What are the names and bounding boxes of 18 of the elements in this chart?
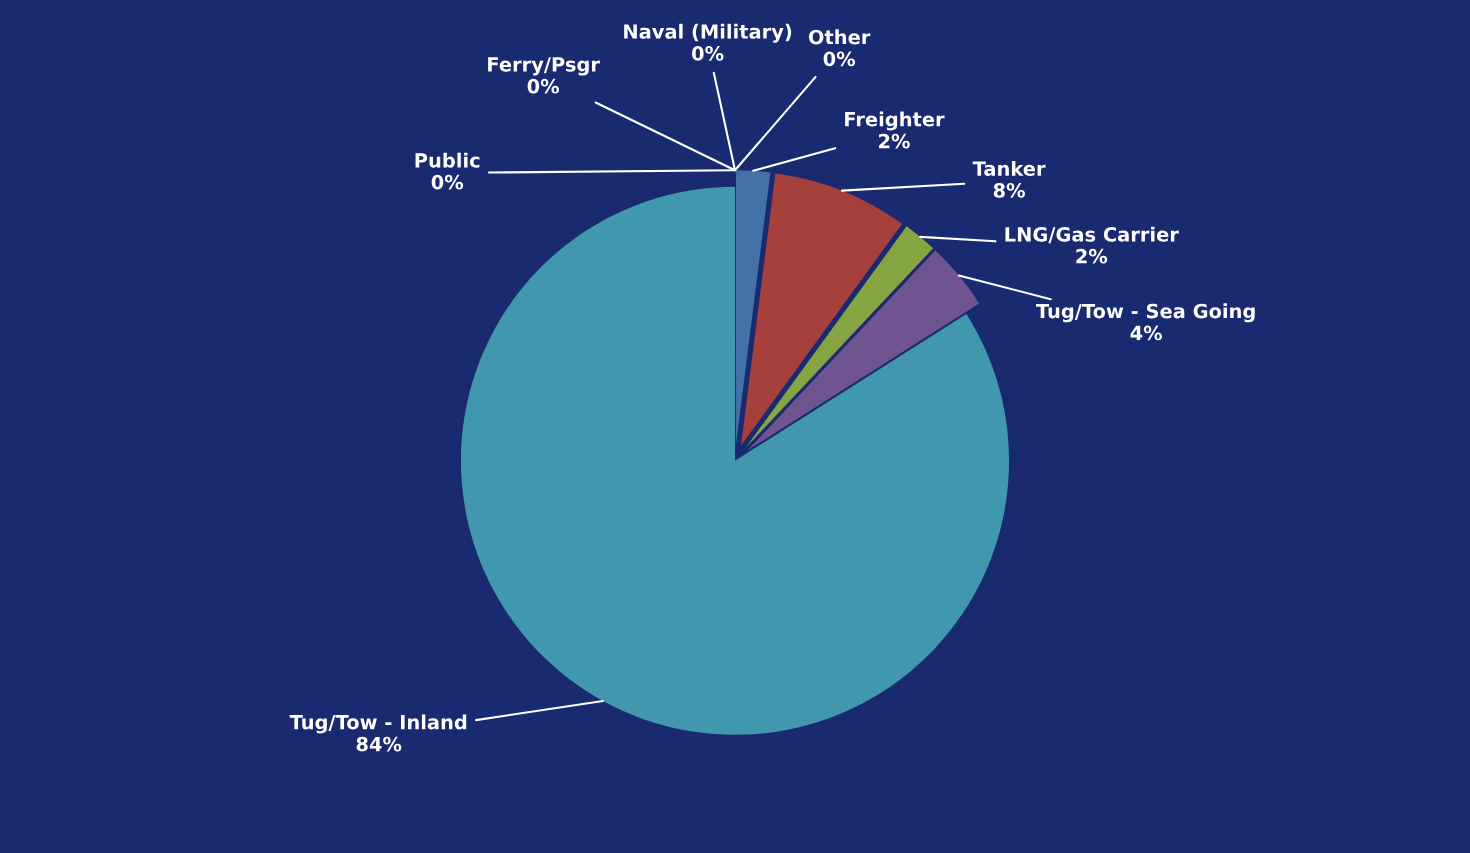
data-label: 4% bbox=[1130, 325, 1163, 341]
category-label: Other bbox=[808, 29, 871, 45]
category-label: Ferry/Psgr bbox=[488, 57, 600, 76]
data-label: 8% bbox=[993, 183, 1025, 198]
text: 0% bbox=[823, 51, 856, 67]
slice-label: Freighter bbox=[845, 111, 945, 131]
slice-label: Tug/Tow - Sea Going bbox=[1035, 303, 1255, 323]
data-label: 2% bbox=[879, 133, 910, 149]
data-label: 84% bbox=[356, 736, 402, 752]
data-label: 2% bbox=[1076, 248, 1108, 264]
category-label: Public bbox=[415, 152, 480, 168]
text: 0% bbox=[431, 174, 464, 190]
slice-label: Tanker bbox=[972, 160, 1046, 176]
text: 0% bbox=[692, 46, 724, 61]
slice-label: Tug/Tow - Inland bbox=[289, 714, 467, 734]
slice-label: LNG/Gas Carrier bbox=[1005, 226, 1179, 244]
text: 0% bbox=[527, 78, 560, 94]
category-label: Naval (Military) bbox=[624, 23, 792, 43]
